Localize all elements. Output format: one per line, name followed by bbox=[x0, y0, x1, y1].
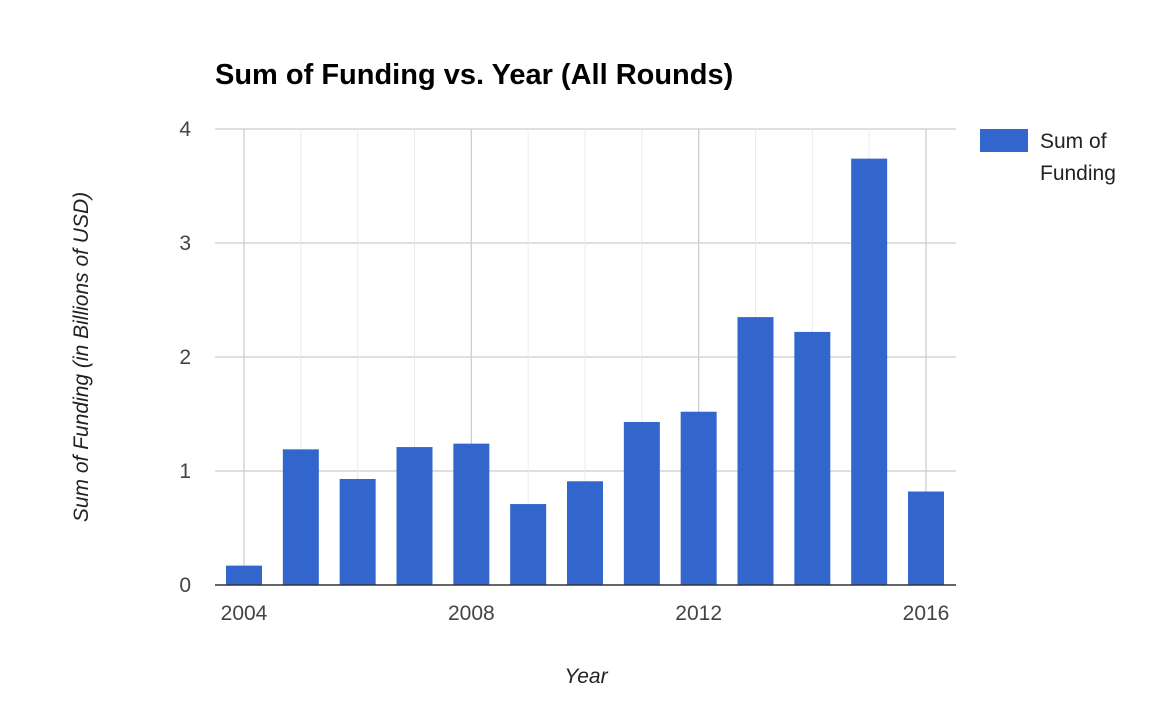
legend[interactable]: Sum of Funding bbox=[980, 129, 1116, 185]
bar-2012[interactable] bbox=[680, 411, 717, 585]
legend-label-line-2: Funding bbox=[1040, 162, 1116, 185]
y-tick-label: 1 bbox=[179, 460, 191, 483]
x-tick-labels: 2004 2008 2012 2016 bbox=[221, 602, 950, 625]
y-tick-label: 2 bbox=[179, 346, 191, 369]
bar-2006[interactable] bbox=[339, 478, 376, 585]
y-tick-label: 0 bbox=[179, 574, 191, 597]
y-tick-label: 3 bbox=[179, 232, 191, 255]
x-tick-label: 2012 bbox=[675, 602, 722, 625]
bar-2013[interactable] bbox=[737, 317, 774, 585]
legend-swatch bbox=[980, 129, 1028, 152]
bar-2004[interactable] bbox=[226, 565, 262, 585]
bar-2009[interactable] bbox=[510, 504, 547, 585]
bar-2011[interactable] bbox=[623, 421, 660, 585]
x-tick-label: 2004 bbox=[221, 602, 268, 625]
bar-2007[interactable] bbox=[396, 447, 433, 585]
bar-2014[interactable] bbox=[794, 331, 831, 585]
x-axis-title: Year bbox=[564, 665, 608, 688]
y-tick-labels: 0 1 2 3 4 bbox=[179, 118, 191, 597]
bar-2015[interactable] bbox=[851, 158, 888, 585]
x-tick-label: 2016 bbox=[903, 602, 950, 625]
bar-2005[interactable] bbox=[282, 449, 319, 585]
y-axis-title: Sum of Funding (in Billions of USD) bbox=[70, 192, 93, 522]
y-tick-label: 4 bbox=[179, 118, 191, 141]
legend-label-line-1: Sum of bbox=[1040, 130, 1107, 153]
x-tick-label: 2008 bbox=[448, 602, 495, 625]
bar-2008[interactable] bbox=[453, 443, 490, 585]
bars bbox=[226, 158, 944, 585]
bar-2010[interactable] bbox=[567, 481, 603, 585]
bar-2016[interactable] bbox=[908, 491, 944, 585]
chart-title: Sum of Funding vs. Year (All Rounds) bbox=[215, 59, 733, 91]
